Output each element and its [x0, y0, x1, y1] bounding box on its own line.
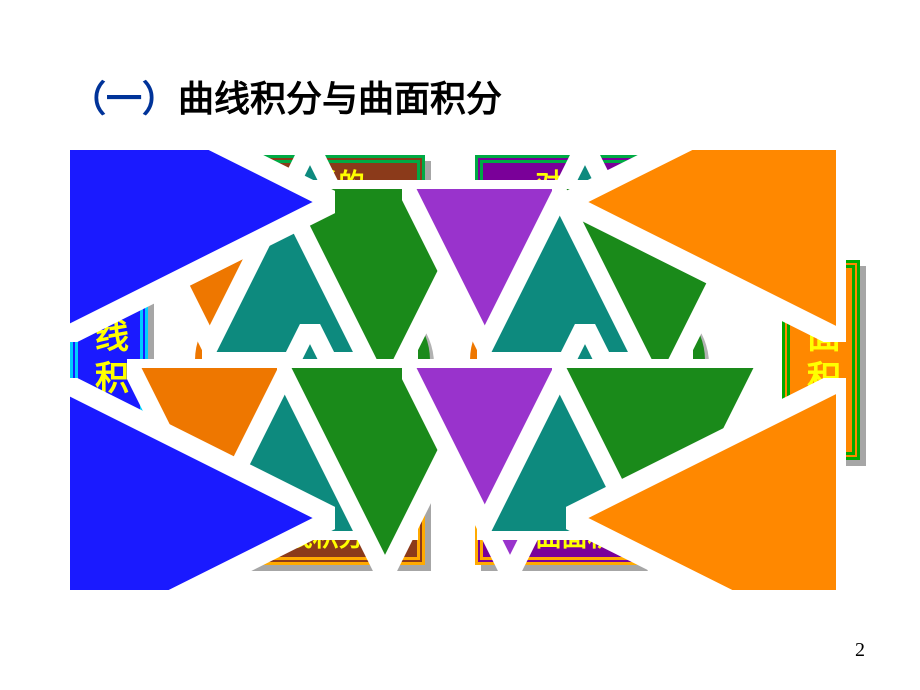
right-panel-surface-integral: 曲面积分	[782, 260, 860, 460]
venn-link: 联系	[270, 290, 361, 436]
box-line: 对面积的	[535, 164, 639, 203]
venn-right: 定义 计算 联系	[470, 295, 705, 425]
venn-link: 联系	[545, 290, 636, 436]
box-line: 对弧长的	[260, 164, 364, 203]
box-line: 对坐标的	[260, 479, 364, 518]
title-prefix: （一）	[70, 78, 178, 119]
title-text: 曲线积分与曲面积分	[178, 78, 502, 119]
box-line: 对坐标的	[535, 479, 639, 518]
page-title: （一）曲线积分与曲面积分	[70, 70, 502, 122]
arrows-layer	[70, 150, 860, 590]
box-line: 曲面积分	[535, 203, 639, 242]
box-line: 曲面积分	[535, 518, 639, 557]
right-panel-label: 曲面积分	[797, 276, 846, 444]
diagram-container: 曲线积分 曲面积分 对弧长的 曲线积分 对面积的 曲面积分 对坐标的 曲线积分 …	[70, 150, 860, 590]
box-arc-length-curve: 对弧长的 曲线积分	[200, 155, 425, 250]
box-line: 曲线积分	[260, 518, 364, 557]
left-panel-label: 曲线积分	[85, 276, 134, 444]
box-area-surface: 对面积的 曲面积分	[475, 155, 700, 250]
page-number: 2	[855, 639, 865, 662]
box-coord-surface: 对坐标的 曲面积分	[475, 470, 700, 565]
box-line: 曲线积分	[260, 203, 364, 242]
left-panel-curve-integral: 曲线积分	[70, 260, 148, 460]
venn-left: 定义 计算 联系	[195, 295, 430, 425]
box-coord-curve: 对坐标的 曲线积分	[200, 470, 425, 565]
